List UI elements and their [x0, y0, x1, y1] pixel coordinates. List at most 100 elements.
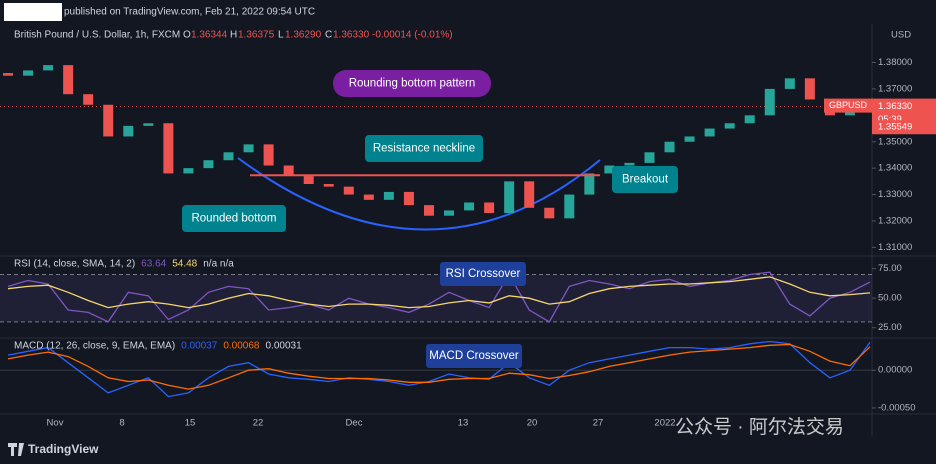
last-price: 1.36330 — [878, 101, 912, 112]
pane-title: MACD (12, 26, close, 9, EMA, EMA) — [14, 341, 175, 352]
annotation: RSI Crossover — [446, 268, 521, 280]
candle-body — [664, 141, 675, 153]
candle-body — [283, 165, 294, 177]
candle-body — [323, 184, 334, 187]
candle-body — [3, 73, 13, 76]
ohlc-key: L — [278, 30, 284, 41]
candle-body — [684, 136, 695, 142]
brand-logo — [8, 443, 24, 456]
ohlc-key: O — [183, 30, 191, 41]
y-tick-label: 1.32000 — [878, 215, 912, 226]
candle-body — [203, 160, 214, 169]
candle-body — [63, 65, 74, 95]
time-axis: Nov 8 15 22 Dec 13 20 27 2022 — [47, 418, 676, 429]
redaction — [4, 3, 62, 21]
annotation-box — [365, 135, 483, 162]
candle-body — [604, 165, 615, 174]
symbol: British Pound / U.S. Dollar, 1h, FXCM — [14, 30, 180, 41]
annotation: Rounding bottom pattern — [349, 78, 476, 90]
candle-body — [143, 123, 154, 126]
marker-price: 1.35549 — [878, 122, 912, 133]
ohlc-change: -0.00014 (-0.01%) — [372, 30, 453, 41]
candle-body — [23, 70, 34, 76]
candle-body — [624, 162, 635, 166]
legend-value: 0.00068 — [223, 341, 260, 352]
candle-body — [444, 210, 455, 216]
ohlc-value: 1.36330 — [333, 30, 370, 41]
price-label-bg — [824, 98, 872, 113]
annotation-box — [426, 344, 522, 368]
y-tick-label: 1.31000 — [878, 242, 912, 253]
symbol-label: GBPUSD — [829, 100, 868, 110]
ohlc-value: 1.36375 — [238, 30, 275, 41]
watermark: 公众号 · 阿尔法交易 — [675, 416, 844, 438]
annotation-box — [612, 166, 678, 193]
candle-body — [363, 194, 374, 200]
y-tick-label: 1.37000 — [878, 83, 912, 94]
candle-body — [564, 194, 575, 219]
candle-body — [584, 173, 595, 195]
ohlc-key: H — [230, 30, 237, 41]
candle-body — [744, 115, 755, 124]
candle-body — [183, 168, 194, 174]
candle-body — [423, 205, 434, 216]
pane-title: RSI (14, close, SMA, 14, 2) — [14, 259, 135, 270]
published: published on TradingView.com, Feb 21, 20… — [64, 7, 315, 18]
time-label: 2022 — [654, 418, 675, 429]
ohlc-key: C — [325, 30, 332, 41]
candle-body — [43, 65, 54, 71]
legend-value: 54.48 — [172, 259, 197, 270]
legend-value: n/a n/a — [203, 259, 234, 270]
annotation: Resistance neckline — [373, 143, 475, 155]
candle-body — [343, 186, 354, 195]
countdown: 05:39 — [878, 114, 902, 125]
marker-price-bg — [872, 120, 936, 135]
annotation: Breakout — [622, 174, 669, 186]
candle-body — [724, 123, 735, 129]
currency: USD — [891, 30, 911, 41]
time-label: 13 — [458, 418, 469, 429]
candle-body — [524, 181, 535, 208]
time-label: Nov — [47, 418, 64, 429]
candle-body — [704, 128, 715, 137]
brand: TradingView — [28, 442, 99, 456]
candle-body — [784, 78, 795, 89]
time-label: 22 — [253, 418, 264, 429]
candle-body — [804, 78, 815, 100]
candle-body — [764, 88, 775, 116]
candle-body — [163, 123, 174, 174]
y-tick-label: 0.00000 — [878, 365, 912, 376]
annotation-box — [440, 262, 526, 286]
candle-body — [263, 144, 274, 166]
y-tick-label: -0.00050 — [878, 402, 916, 413]
candle-body — [303, 176, 314, 184]
y-tick-label: 25.00 — [878, 322, 902, 333]
ohlc-value: 1.36344 — [191, 30, 228, 41]
annotation-box — [333, 70, 491, 97]
time-label: 27 — [593, 418, 604, 429]
footer — [0, 436, 936, 464]
candle-body — [464, 202, 475, 211]
series-line — [7, 276, 871, 309]
y-tick-label: 1.33000 — [878, 189, 912, 200]
y-tick-label: 50.00 — [878, 293, 902, 304]
candle-body — [403, 191, 414, 206]
candle-body — [243, 144, 254, 153]
rsi-band — [0, 274, 872, 322]
y-tick-label: 1.38000 — [878, 57, 912, 68]
annotation: MACD Crossover — [429, 350, 519, 362]
candle-body — [123, 125, 134, 137]
series-line — [7, 343, 871, 390]
time-label: Dec — [346, 418, 363, 429]
legend-value: 0.00037 — [181, 341, 218, 352]
legend-value: 0.00031 — [265, 341, 302, 352]
annotation: Rounded bottom — [191, 213, 276, 225]
candle-body — [544, 207, 555, 219]
candle-body — [103, 104, 114, 137]
y-tick-label: 1.35000 — [878, 136, 912, 147]
candle-body — [484, 202, 495, 214]
ohlc: O 1.36344 H 1.36375 L 1.36290 C 1.36330 … — [183, 30, 453, 41]
candle-body — [383, 191, 394, 200]
